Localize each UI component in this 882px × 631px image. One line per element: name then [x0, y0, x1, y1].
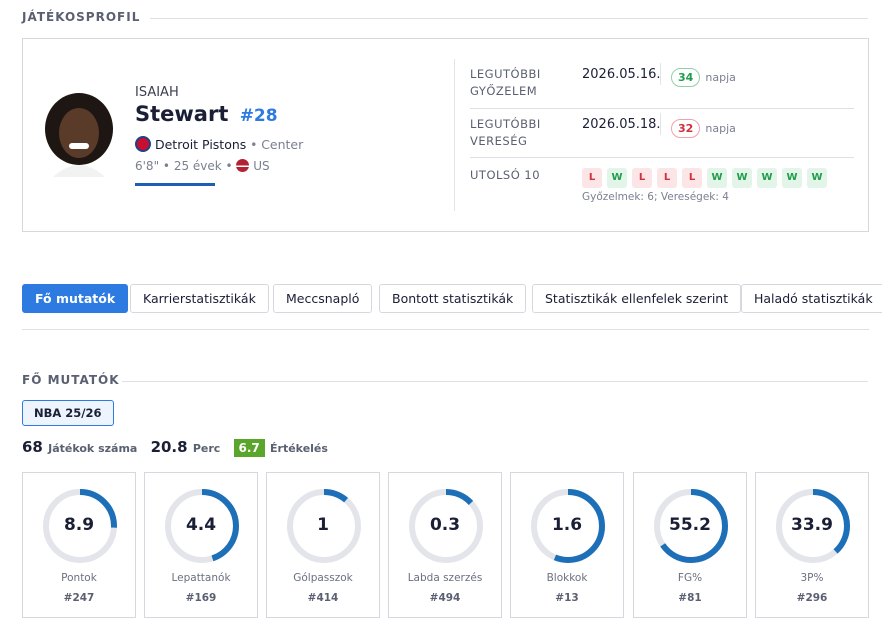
- stat-value: 33.9: [791, 515, 833, 535]
- last-loss-date: 2026.05.18.: [582, 117, 661, 132]
- stat-label: Pontok: [61, 572, 97, 584]
- result-badge: W: [807, 168, 827, 188]
- tab[interactable]: Karrierstatisztikák: [130, 284, 269, 313]
- stat-rank: #81: [678, 592, 702, 604]
- team-row: Detroit Pistons • Center: [135, 136, 303, 152]
- tab[interactable]: Meccsnapló: [273, 284, 373, 313]
- tab[interactable]: Statisztikák ellenfelek szerint: [532, 284, 742, 313]
- stat-value: 8.9: [63, 515, 95, 535]
- tab[interactable]: Bontott statisztikák: [379, 284, 527, 313]
- first-name: ISAIAH: [135, 85, 179, 100]
- last-name: Stewart: [135, 102, 229, 126]
- stat-label: Blokkok: [546, 572, 588, 584]
- divider: [454, 59, 455, 211]
- divider: [470, 157, 854, 158]
- stat-label: FG%: [677, 572, 703, 584]
- days-badge: 32: [671, 119, 701, 138]
- result-badge: L: [582, 168, 602, 188]
- season-selector[interactable]: NBA 25/26: [22, 400, 114, 426]
- last-loss-label: LEGUTÓBBI VERESÉG: [470, 117, 541, 148]
- result-badge: W: [732, 168, 752, 188]
- age: 25 évek: [173, 159, 222, 173]
- stat-value: 1: [317, 515, 329, 535]
- stat-rank: #247: [63, 592, 95, 604]
- stat-card: 0.3 Labda szerzés #494: [388, 472, 502, 618]
- last10-label: UTOLSÓ 10: [470, 168, 541, 182]
- stat-rank: #414: [307, 592, 339, 604]
- section-title: JÁTÉKOSPROFIL: [22, 10, 141, 24]
- rating-label: Értékelés: [270, 442, 328, 455]
- overview-row: 68 Játékok száma 20.8 Perc 6.7 Értékelés: [22, 438, 328, 457]
- underline: [135, 183, 215, 186]
- country: US: [253, 159, 270, 173]
- stat-card: 4.4 Lepattanók #169: [144, 472, 258, 618]
- tab[interactable]: Fő mutatók: [22, 284, 129, 313]
- minutes-label: Perc: [192, 442, 221, 455]
- stat-card: 33.9 3P% #296: [755, 472, 869, 618]
- stat-card: 1.6 Blokkok #13: [510, 472, 624, 618]
- result-badge: L: [657, 168, 677, 188]
- last-win-label: LEGUTÓBBI GYŐZELEM: [470, 67, 541, 98]
- games: 68: [22, 438, 43, 456]
- games-label: Játékok száma: [48, 442, 138, 455]
- avatar: [45, 93, 113, 177]
- stat-rank: #296: [796, 592, 828, 604]
- stat-value: 1.6: [551, 515, 583, 535]
- player-name: Stewart #28: [135, 102, 278, 126]
- stat-rank: #13: [555, 592, 579, 604]
- stat-label: Lepattanók: [171, 572, 231, 584]
- stat-rank: #169: [185, 592, 217, 604]
- stat-value: 55.2: [669, 515, 711, 535]
- days-unit: napja: [705, 71, 736, 84]
- result-badge: W: [782, 168, 802, 188]
- stat-rank: #494: [429, 592, 461, 604]
- position: Center: [261, 137, 304, 152]
- result-badge: W: [757, 168, 777, 188]
- result-badge: L: [632, 168, 652, 188]
- bio-row: 6'8" • 25 évek • US: [135, 159, 270, 173]
- profile-card: ISAIAH Stewart #28 Detroit Pistons • Cen…: [22, 38, 869, 232]
- divider: [22, 329, 869, 330]
- last-win-days: 34 napja: [671, 66, 736, 87]
- stat-card: 8.9 Pontok #247: [22, 472, 136, 618]
- stat-value: 0.3: [429, 515, 461, 535]
- minutes: 20.8: [150, 438, 188, 456]
- divider: [150, 18, 868, 19]
- stat-card: 1 Gólpasszok #414: [266, 472, 380, 618]
- stat-label: Gólpasszok: [293, 572, 353, 584]
- stat-value: 4.4: [185, 515, 217, 535]
- result-badge: W: [707, 168, 727, 188]
- rating: 6.7: [233, 439, 265, 457]
- tab[interactable]: Haladó statisztikák: [741, 284, 882, 313]
- result-badge: W: [607, 168, 627, 188]
- stat-label: 3P%: [800, 572, 824, 584]
- last-loss-days: 32 napja: [671, 117, 736, 138]
- divider: [470, 108, 854, 109]
- section-title: FŐ MUTATÓK: [22, 373, 120, 387]
- last10-record: Győzelmek: 6; Vereségek: 4: [582, 191, 729, 203]
- stat-card: 55.2 FG% #81: [633, 472, 747, 618]
- days-badge: 34: [671, 68, 701, 87]
- stat-label: Labda szerzés: [407, 572, 483, 584]
- height: 6'8": [135, 159, 160, 173]
- jersey-number: #28: [239, 106, 278, 126]
- result-badge: L: [682, 168, 702, 188]
- last-win-date: 2026.05.16.: [582, 67, 661, 82]
- team[interactable]: Detroit Pistons: [154, 137, 247, 152]
- divider: [122, 381, 868, 382]
- days-unit: napja: [705, 122, 736, 135]
